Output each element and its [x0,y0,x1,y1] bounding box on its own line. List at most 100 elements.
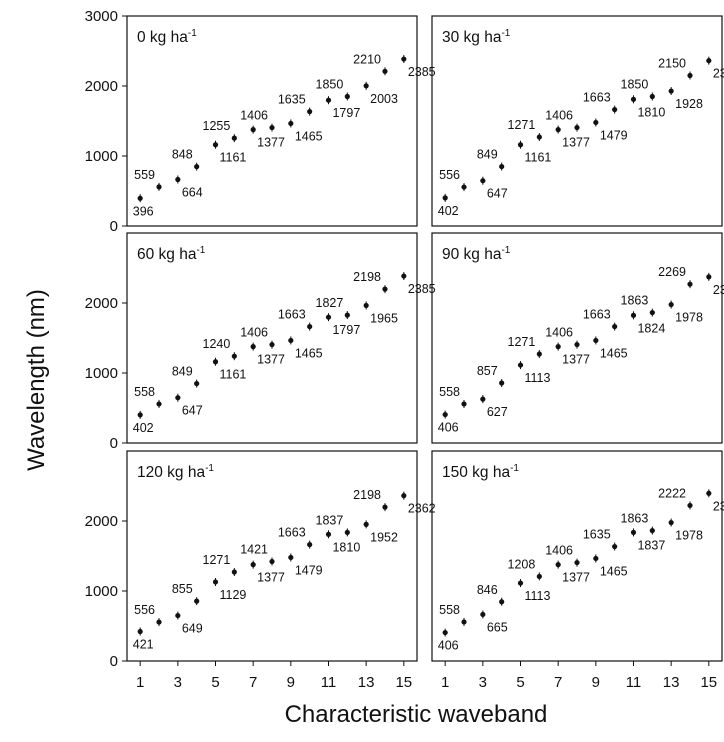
data-point [288,120,294,127]
y-axis-label: Wavelength (nm) [23,289,50,471]
panel-frame [431,450,723,662]
y-tick-label: 2000 [85,78,118,95]
data-point [363,302,369,309]
x-tick-label: 13 [358,674,375,691]
data-point [461,401,467,407]
data-label: 1406 [240,109,268,123]
data-point [231,569,237,575]
panel: 30 kg ha-1 402 556 647 849 1161 1271 1377 1406 14… [431,15,724,227]
data-label: 1479 [600,128,628,142]
data-point [649,527,655,534]
data-label: 1850 [621,78,649,92]
data-point [687,502,693,509]
data-point [555,344,561,350]
data-point [555,127,561,133]
data-label: 2396 [713,499,724,513]
data-point [156,401,162,407]
data-point [194,380,200,387]
data-label: 1113 [525,589,551,603]
data-label: 1421 [240,543,268,557]
data-point [307,323,313,330]
data-point [517,580,524,586]
data-point [668,519,674,526]
data-point [442,629,448,636]
data-label: 1465 [295,129,323,143]
data-label: 849 [172,365,193,379]
data-point [212,142,219,148]
data-label: 1837 [637,538,665,552]
data-label: 1208 [508,557,536,571]
data-label: 1377 [562,136,590,150]
data-label: 1406 [240,326,268,340]
data-label: 1663 [278,526,306,540]
panel-title: 90 kg ha-1 [442,245,511,263]
data-point [137,628,143,635]
panel-title: 60 kg ha-1 [137,245,206,263]
data-point [499,599,505,605]
data-point [344,312,350,318]
data-point [344,529,350,536]
data-label: 1663 [583,91,611,105]
data-label: 396 [133,204,154,218]
data-label: 1635 [278,93,306,107]
data-point [344,93,350,100]
data-point [480,178,486,184]
data-label: 2269 [658,265,686,279]
data-label: 849 [477,148,498,162]
data-point [461,619,467,625]
data-point [212,579,219,585]
data-point [212,359,219,365]
data-point [612,323,618,330]
data-label: 649 [182,622,203,636]
data-label: 1406 [545,326,573,340]
data-point [706,58,712,64]
data-label: 1271 [203,553,231,567]
data-label: 1952 [370,530,398,544]
data-label: 1377 [257,353,285,367]
data-point [630,529,637,536]
data-label: 664 [182,186,203,200]
data-point [574,341,580,348]
data-point [156,184,162,190]
data-label: 2210 [353,52,381,66]
panel-title: 150 kg ha-1 [442,463,519,481]
data-label: 1240 [203,337,231,351]
data-label: 2385 [408,65,436,79]
data-point [687,281,693,287]
data-point [442,411,448,418]
data-label: 2198 [353,270,381,284]
data-point [307,108,313,115]
data-point [706,274,712,280]
data-label: 2150 [658,57,686,71]
y-tick-label: 0 [110,653,118,670]
y-tick-label: 3000 [85,8,118,25]
data-point [156,619,162,625]
panel-title: 120 kg ha-1 [137,463,214,481]
data-label: 1635 [583,528,611,542]
data-point [593,337,599,344]
data-label: 2198 [353,488,381,502]
data-point [250,344,256,350]
data-point [668,301,674,308]
data-point [175,176,181,183]
data-label: 1978 [675,311,703,325]
data-label: 1978 [675,529,703,543]
panel-frame [431,232,723,444]
data-point [517,142,524,148]
data-point [269,124,275,131]
data-label: 402 [438,204,459,218]
data-point [250,127,256,133]
data-label: 1810 [332,540,360,554]
data-label: 1797 [332,106,360,120]
data-label: 1161 [525,151,552,165]
data-point [687,72,693,79]
panel-title: 30 kg ha-1 [442,28,511,46]
data-label: 647 [487,187,508,201]
data-point [517,362,524,368]
data-point [401,493,407,499]
data-point [593,555,599,562]
data-point [194,598,200,604]
